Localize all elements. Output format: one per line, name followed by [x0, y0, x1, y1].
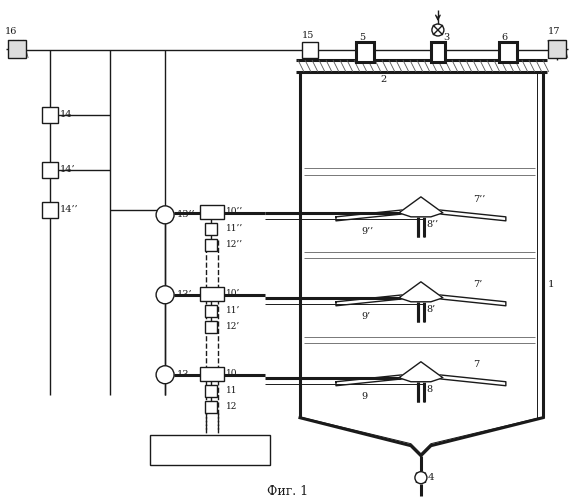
- Polygon shape: [336, 209, 413, 221]
- Circle shape: [156, 366, 174, 384]
- Polygon shape: [336, 374, 413, 386]
- Bar: [42, 162, 58, 178]
- Text: 11’: 11’: [226, 306, 240, 316]
- Polygon shape: [399, 362, 443, 382]
- Text: 9’: 9’: [361, 312, 370, 322]
- Text: 8’: 8’: [426, 306, 435, 314]
- Bar: [200, 367, 224, 380]
- Text: 3: 3: [443, 34, 449, 42]
- Circle shape: [156, 286, 174, 304]
- Bar: [200, 205, 224, 219]
- Text: 13: 13: [177, 370, 190, 379]
- Text: 16: 16: [5, 28, 17, 36]
- Text: 13’: 13’: [177, 290, 192, 300]
- Text: 14: 14: [60, 110, 73, 120]
- Bar: [205, 239, 217, 251]
- Text: 14’: 14’: [60, 166, 75, 174]
- Bar: [205, 321, 217, 333]
- Text: 12: 12: [226, 402, 237, 411]
- Bar: [205, 400, 217, 412]
- Text: 13’’: 13’’: [177, 210, 196, 220]
- Text: 10: 10: [226, 369, 237, 378]
- Text: 12’’: 12’’: [226, 240, 243, 250]
- Text: 14’’: 14’’: [60, 206, 79, 214]
- Polygon shape: [336, 294, 413, 306]
- Bar: [8, 40, 26, 58]
- Bar: [205, 384, 217, 396]
- Text: 1: 1: [548, 280, 555, 289]
- Text: 7’: 7’: [473, 280, 482, 289]
- Bar: [548, 40, 566, 58]
- Bar: [42, 202, 58, 218]
- Polygon shape: [429, 294, 506, 306]
- Text: 18: 18: [198, 450, 212, 459]
- Bar: [42, 107, 58, 123]
- Text: 11: 11: [226, 386, 237, 395]
- Polygon shape: [399, 197, 443, 217]
- Bar: [205, 223, 217, 235]
- Bar: [205, 305, 217, 317]
- Text: 6: 6: [502, 34, 508, 42]
- Circle shape: [156, 206, 174, 224]
- Bar: [150, 434, 270, 464]
- Text: 5: 5: [359, 34, 365, 42]
- Text: 8: 8: [426, 385, 432, 394]
- Text: 9: 9: [361, 392, 367, 401]
- Circle shape: [415, 472, 427, 484]
- Text: Фиг. 1: Фиг. 1: [267, 485, 309, 498]
- Text: 7: 7: [473, 360, 479, 370]
- Text: 9’’: 9’’: [361, 228, 373, 236]
- Text: 12’: 12’: [226, 322, 240, 332]
- Bar: [431, 42, 445, 62]
- Bar: [302, 42, 318, 58]
- Bar: [499, 42, 517, 62]
- Bar: [356, 42, 374, 62]
- Text: 15: 15: [302, 32, 314, 40]
- Text: 2: 2: [380, 76, 386, 84]
- Polygon shape: [429, 209, 506, 221]
- Polygon shape: [429, 374, 506, 386]
- Text: 7’’: 7’’: [473, 196, 485, 204]
- Text: 17: 17: [548, 28, 560, 36]
- Polygon shape: [399, 282, 443, 302]
- Text: 10’’: 10’’: [226, 208, 243, 216]
- Text: 10’: 10’: [226, 290, 240, 298]
- Text: 8’’: 8’’: [426, 220, 438, 230]
- Text: 4: 4: [428, 473, 434, 482]
- Text: 11’’: 11’’: [226, 224, 243, 234]
- Bar: [200, 287, 224, 301]
